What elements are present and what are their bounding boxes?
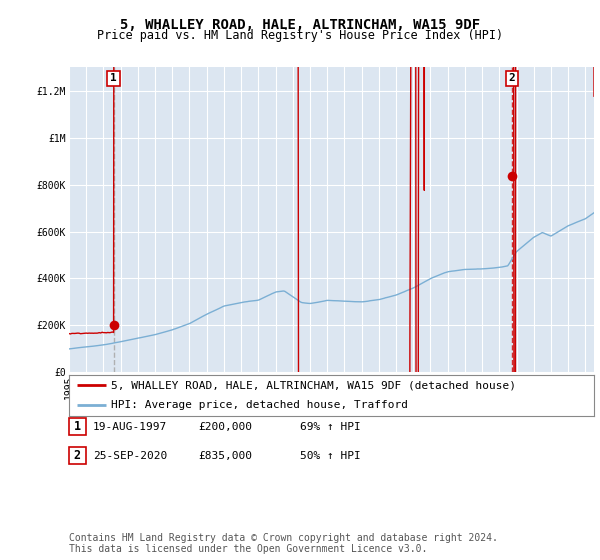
Text: 2: 2 bbox=[509, 73, 515, 83]
Text: Contains HM Land Registry data © Crown copyright and database right 2024.
This d: Contains HM Land Registry data © Crown c… bbox=[69, 533, 498, 554]
Text: 50% ↑ HPI: 50% ↑ HPI bbox=[300, 451, 361, 461]
Text: £835,000: £835,000 bbox=[198, 451, 252, 461]
Text: 1: 1 bbox=[74, 420, 81, 433]
Text: 2: 2 bbox=[74, 449, 81, 463]
Text: Price paid vs. HM Land Registry's House Price Index (HPI): Price paid vs. HM Land Registry's House … bbox=[97, 29, 503, 42]
Text: £200,000: £200,000 bbox=[198, 422, 252, 432]
Text: 69% ↑ HPI: 69% ↑ HPI bbox=[300, 422, 361, 432]
Text: 5, WHALLEY ROAD, HALE, ALTRINCHAM, WA15 9DF (detached house): 5, WHALLEY ROAD, HALE, ALTRINCHAM, WA15 … bbox=[111, 380, 516, 390]
Text: 5, WHALLEY ROAD, HALE, ALTRINCHAM, WA15 9DF: 5, WHALLEY ROAD, HALE, ALTRINCHAM, WA15 … bbox=[120, 18, 480, 32]
Text: 1: 1 bbox=[110, 73, 117, 83]
Text: HPI: Average price, detached house, Trafford: HPI: Average price, detached house, Traf… bbox=[111, 400, 408, 410]
Text: 25-SEP-2020: 25-SEP-2020 bbox=[93, 451, 167, 461]
Text: 19-AUG-1997: 19-AUG-1997 bbox=[93, 422, 167, 432]
